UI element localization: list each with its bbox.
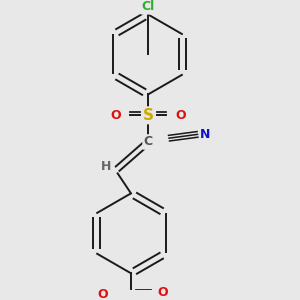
Text: S: S <box>142 108 154 123</box>
Text: O: O <box>175 109 186 122</box>
Text: O: O <box>97 288 108 300</box>
Text: H: H <box>101 160 111 173</box>
Text: O: O <box>157 286 168 299</box>
Text: N: N <box>200 128 210 141</box>
Text: O: O <box>110 109 121 122</box>
Text: Cl: Cl <box>142 0 155 14</box>
Text: C: C <box>143 136 153 148</box>
